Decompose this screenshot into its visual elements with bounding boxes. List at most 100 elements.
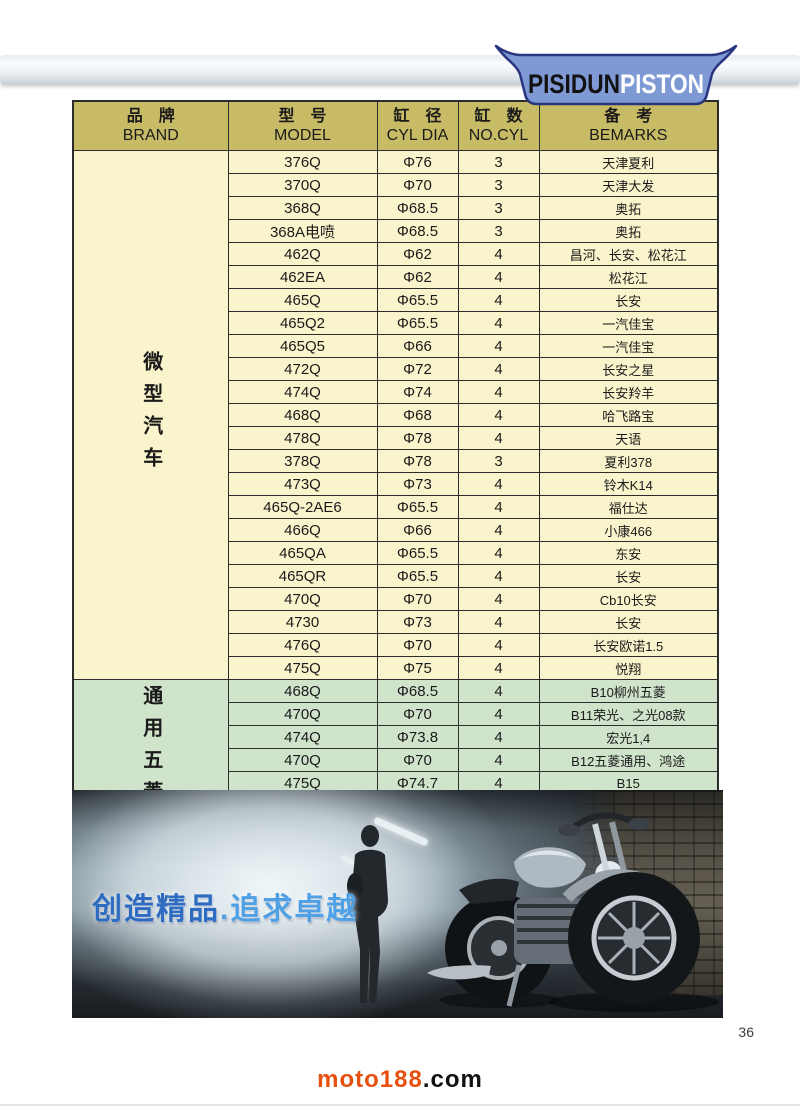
remarks-cell: 哈飞路宝 bbox=[538, 403, 719, 427]
brand-group-label: 微型汽车 bbox=[139, 351, 162, 479]
model-cell: 476Q bbox=[227, 633, 378, 657]
table-row: 462EA Φ62 4 松花江 bbox=[73, 265, 719, 289]
brand-logo-banner: PISIDUNPISTON bbox=[493, 43, 739, 109]
table-row: 475Q Φ75 4 悦翔 bbox=[73, 656, 719, 680]
cyl-dia-cell: Φ68 bbox=[376, 403, 459, 427]
model-cell: 470Q bbox=[227, 702, 378, 726]
remarks-cell: 天语 bbox=[538, 426, 719, 450]
cyl-dia-cell: Φ66 bbox=[376, 334, 459, 358]
model-cell: 462EA bbox=[227, 265, 378, 289]
cyl-dia-cell: Φ62 bbox=[376, 242, 459, 266]
table-row: 462Q Φ62 4 昌河、长安、松花江 bbox=[73, 242, 719, 266]
cyl-dia-cell: Φ70 bbox=[376, 748, 459, 772]
model-cell: 465Q2 bbox=[227, 311, 378, 335]
cyl-dia-cell: Φ73.8 bbox=[376, 725, 459, 749]
remarks-cell: B10柳州五菱 bbox=[538, 679, 719, 703]
cyl-dia-cell: Φ65.5 bbox=[376, 564, 459, 588]
remarks-cell: 松花江 bbox=[538, 265, 719, 289]
remarks-cell: 东安 bbox=[538, 541, 719, 565]
header-col-no-cyl: 缸 数 NO.CYL bbox=[457, 100, 540, 151]
cyl-dia-cell: Φ78 bbox=[376, 426, 459, 450]
table-row: 470Q Φ70 4 B12五菱通用、鸿途 bbox=[73, 748, 719, 772]
table-row: 474Q Φ73.8 4 宏光1,4 bbox=[73, 725, 719, 749]
model-cell: 474Q bbox=[227, 380, 378, 404]
model-cell: 470Q bbox=[227, 748, 378, 772]
no-cyl-cell: 4 bbox=[457, 564, 540, 588]
cyl-dia-cell: Φ70 bbox=[376, 702, 459, 726]
model-cell: 478Q bbox=[227, 426, 378, 450]
brand-group-label: 通用五菱 bbox=[139, 684, 162, 813]
cyl-dia-cell: Φ68.5 bbox=[376, 679, 459, 703]
remarks-cell: 夏利378 bbox=[538, 449, 719, 473]
model-cell: 468Q bbox=[227, 679, 378, 703]
remarks-cell: 小康466 bbox=[538, 518, 719, 542]
cyl-dia-cell: Φ76 bbox=[376, 150, 459, 174]
cyl-dia-cell: Φ68.5 bbox=[376, 196, 459, 220]
site-suffix: .com bbox=[422, 1066, 483, 1093]
remarks-cell: 宏光1,4 bbox=[538, 725, 719, 749]
table-row: 473Q Φ73 4 铃木K14 bbox=[73, 472, 719, 496]
no-cyl-cell: 4 bbox=[457, 725, 540, 749]
cyl-dia-cell: Φ72 bbox=[376, 357, 459, 381]
motorcycle-illustration bbox=[427, 812, 719, 1012]
piston-spec-table: 品 牌 BRAND 型 号 MODEL 缸 径 CYL DIA 缸 数 NO.C… bbox=[72, 100, 719, 819]
model-cell: 4730 bbox=[227, 610, 378, 634]
no-cyl-cell: 4 bbox=[457, 587, 540, 611]
header-col-model: 型 号 MODEL bbox=[227, 100, 378, 151]
cyl-dia-cell: Φ74.7 bbox=[376, 771, 459, 795]
remarks-cell: 一汽佳宝 bbox=[538, 334, 719, 358]
cyl-dia-cell: Φ65.5 bbox=[376, 311, 459, 335]
remarks-cell: 天津大发 bbox=[538, 173, 719, 197]
header-model-zh: 型 号 bbox=[278, 108, 327, 125]
site-name: moto188 bbox=[317, 1066, 423, 1093]
header-remarks-zh: 备 考 bbox=[604, 108, 653, 125]
remarks-cell: 一汽佳宝 bbox=[538, 311, 719, 335]
model-cell: 378Q bbox=[227, 449, 378, 473]
promo-photo: 创造精品.追求卓越 bbox=[72, 790, 723, 1018]
table-row: 466Q Φ66 4 小康466 bbox=[73, 518, 719, 542]
remarks-cell: 奥拓 bbox=[538, 219, 719, 243]
brand-group-cell: 微型汽车 bbox=[72, 150, 229, 680]
remarks-cell: 福仕达 bbox=[538, 495, 719, 519]
header-col-brand: 品 牌 BRAND bbox=[72, 100, 229, 151]
no-cyl-cell: 4 bbox=[457, 403, 540, 427]
header-cyl-dia-en: CYL DIA bbox=[386, 127, 449, 144]
no-cyl-cell: 4 bbox=[457, 495, 540, 519]
table-row: 370Q Φ70 3 天津大发 bbox=[73, 173, 719, 197]
model-cell: 468Q bbox=[227, 403, 378, 427]
logo-text-pisidun: PISIDUN bbox=[527, 69, 620, 99]
cyl-dia-cell: Φ73 bbox=[376, 472, 459, 496]
bottom-divider bbox=[0, 1104, 800, 1106]
table-row: 4730 Φ73 4 长安 bbox=[73, 610, 719, 634]
header-col-remarks: 备 考 BEMARKS bbox=[538, 100, 719, 151]
remarks-cell: 铃木K14 bbox=[538, 472, 719, 496]
no-cyl-cell: 4 bbox=[457, 426, 540, 450]
no-cyl-cell: 3 bbox=[457, 219, 540, 243]
spec-table-body: 微型汽车 376Q Φ76 3 天津夏利 370Q Φ70 3 天津大发 368Q Φ68.5 3 奥拓… bbox=[72, 150, 719, 819]
model-cell: 465Q bbox=[227, 288, 378, 312]
cyl-dia-cell: Φ73 bbox=[376, 610, 459, 634]
model-cell: 473Q bbox=[227, 472, 378, 496]
cyl-dia-cell: Φ78 bbox=[376, 449, 459, 473]
table-row: 368A电喷 Φ68.5 3 奥拓 bbox=[73, 219, 719, 243]
remarks-cell: B12五菱通用、鸿途 bbox=[538, 748, 719, 772]
header-no-cyl-en: NO.CYL bbox=[468, 127, 529, 144]
no-cyl-cell: 4 bbox=[457, 748, 540, 772]
no-cyl-cell: 3 bbox=[457, 173, 540, 197]
remarks-cell: 悦翔 bbox=[538, 656, 719, 680]
table-row: 465Q-2AE6 Φ65.5 4 福仕达 bbox=[73, 495, 719, 519]
no-cyl-cell: 4 bbox=[457, 265, 540, 289]
cyl-dia-cell: Φ70 bbox=[376, 173, 459, 197]
remarks-cell: 长安欧诺1.5 bbox=[538, 633, 719, 657]
header-col-cyl-dia: 缸 径 CYL DIA bbox=[376, 100, 459, 151]
table-row: 微型汽车 376Q Φ76 3 天津夏利 bbox=[72, 150, 719, 680]
header-model-en: MODEL bbox=[274, 127, 331, 144]
model-cell: 376Q bbox=[227, 150, 378, 174]
no-cyl-cell: 3 bbox=[457, 150, 540, 174]
cyl-dia-cell: Φ62 bbox=[376, 265, 459, 289]
header-cyl-dia-zh: 缸 径 bbox=[393, 108, 442, 125]
no-cyl-cell: 4 bbox=[457, 472, 540, 496]
model-cell: 462Q bbox=[227, 242, 378, 266]
remarks-cell: 昌河、长安、松花江 bbox=[538, 242, 719, 266]
